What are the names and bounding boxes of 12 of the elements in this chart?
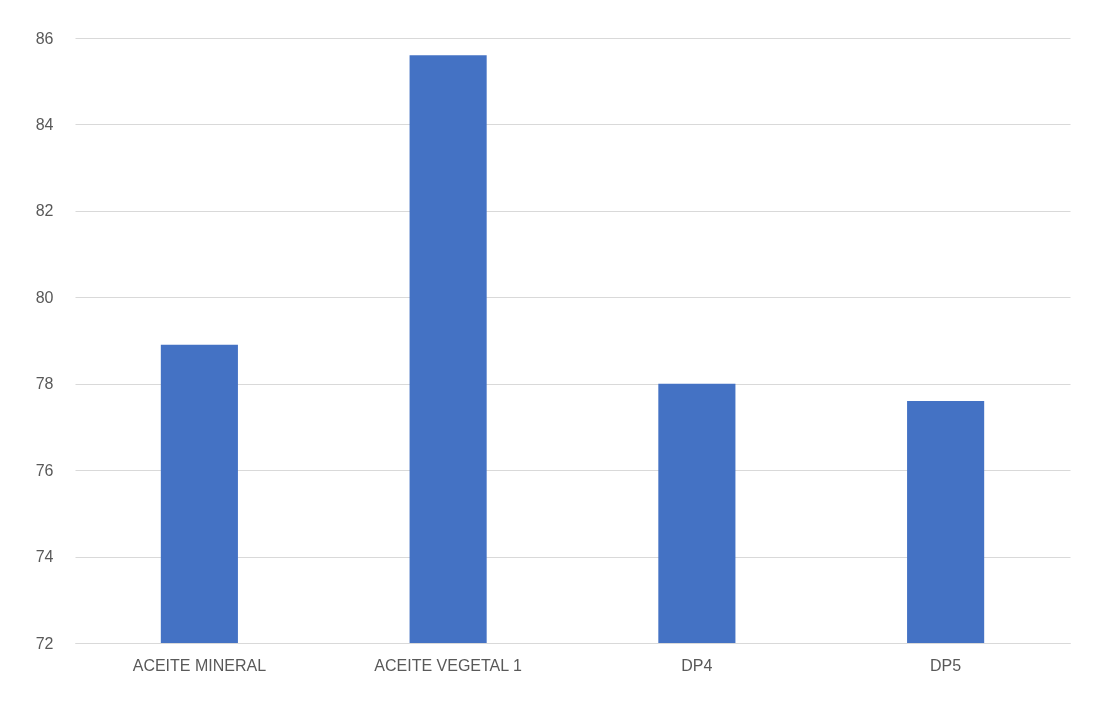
x-tick-label: ACEITE MINERAL	[132, 656, 267, 674]
x-tick-label: ACEITE VEGETAL 1	[374, 656, 523, 674]
y-tick-label: 82	[35, 202, 54, 220]
y-tick-label: 80	[35, 288, 54, 306]
y-tick-label: 86	[35, 29, 54, 47]
y-tick-label: 84	[35, 115, 54, 133]
y-tick-label: 72	[35, 634, 54, 652]
y-tick-label: 78	[35, 375, 54, 393]
x-tick-label: DP4	[681, 656, 713, 674]
x-tick-label: DP5	[930, 656, 962, 674]
y-tick-label: 76	[35, 461, 54, 479]
y-tick-label: 74	[35, 548, 54, 566]
